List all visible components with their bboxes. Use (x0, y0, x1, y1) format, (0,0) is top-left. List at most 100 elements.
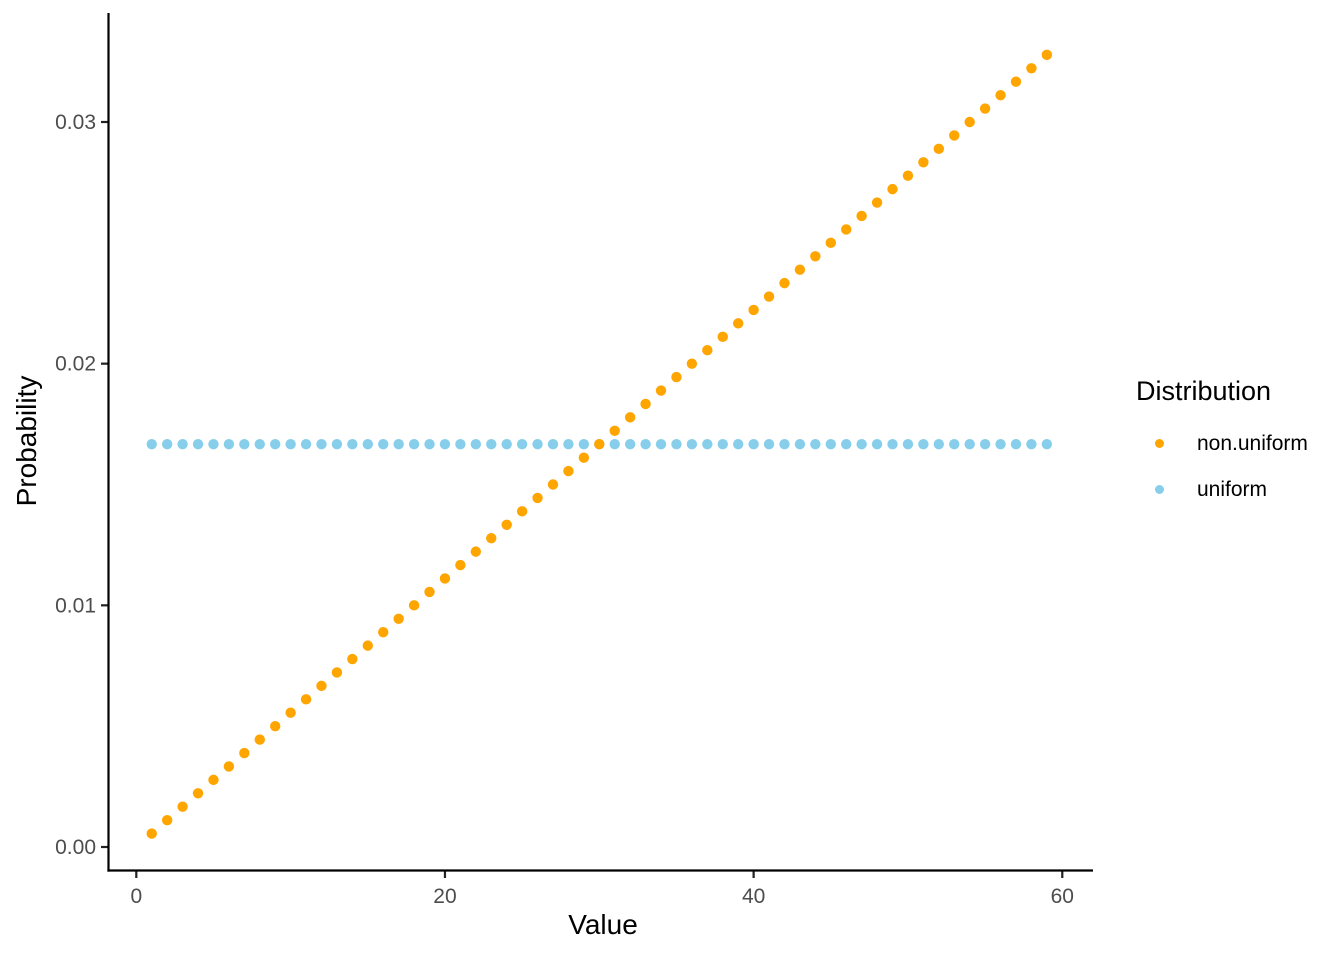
data-point (856, 210, 867, 222)
data-point (254, 734, 265, 745)
series-uniform (146, 439, 1053, 450)
data-point (347, 653, 358, 665)
data-point (918, 157, 929, 168)
data-point (146, 828, 157, 839)
data-point (810, 439, 821, 450)
data-point (995, 439, 1006, 450)
data-point (841, 224, 852, 235)
data-point (223, 761, 235, 772)
data-point (810, 251, 821, 262)
y-tick-label: 0.01 (55, 594, 96, 617)
data-point (239, 439, 250, 450)
data-point (316, 680, 327, 692)
data-point (501, 519, 512, 530)
data-point (671, 439, 682, 450)
data-point (702, 439, 713, 450)
data-point (347, 439, 358, 450)
data-point (902, 170, 914, 181)
legend-key-non-uniform (1145, 430, 1173, 458)
y-tick-label: 0.03 (55, 111, 96, 134)
data-point (686, 358, 698, 369)
legend-entry-non-uniform: non.uniform (1145, 429, 1308, 459)
data-point (933, 439, 945, 450)
data-point (748, 304, 759, 316)
data-point (1026, 439, 1037, 450)
data-point (439, 439, 451, 450)
data-point (177, 439, 188, 450)
data-point (640, 439, 651, 450)
data-point (655, 385, 667, 396)
data-point (331, 439, 343, 450)
legend-key-uniform (1145, 476, 1173, 504)
data-point (285, 707, 296, 718)
axis-lines (107, 13, 1093, 872)
data-point (470, 546, 482, 557)
data-point (532, 492, 543, 504)
x-tick-label: 40 (742, 885, 765, 908)
legend-label-uniform: uniform (1197, 477, 1268, 501)
axis-ticks: 0 20 40 60 0.00 0.01 0.02 0.03 (55, 111, 1074, 908)
data-point (208, 774, 219, 786)
data-point (146, 439, 157, 450)
data-point (300, 439, 312, 450)
data-point (223, 439, 235, 450)
data-point (979, 439, 991, 450)
data-point (732, 318, 744, 329)
legend-entry-uniform: uniform (1145, 475, 1308, 505)
data-point (516, 506, 528, 517)
data-point (331, 667, 343, 678)
data-point (779, 277, 790, 289)
data-point (177, 801, 188, 812)
data-point (300, 694, 312, 705)
data-point (624, 412, 636, 423)
data-point (393, 439, 404, 450)
y-tick-label: 0.02 (55, 353, 96, 376)
data-point (408, 439, 420, 450)
data-point (702, 345, 713, 356)
data-point (717, 331, 728, 343)
data-point (794, 439, 806, 450)
data-point (609, 425, 620, 437)
data-point (362, 640, 373, 651)
data-point (655, 439, 667, 450)
legend-title: Distribution (1136, 376, 1272, 406)
data-point (393, 613, 404, 624)
data-point (624, 439, 636, 450)
data-point (1041, 439, 1053, 450)
data-point (902, 439, 914, 450)
data-point (547, 439, 559, 450)
x-tick-label: 20 (433, 885, 456, 908)
data-point (1041, 49, 1053, 61)
data-point (470, 439, 482, 450)
legend: Distribution non.uniform uniform (1136, 376, 1308, 521)
data-point (825, 439, 836, 450)
data-point (424, 586, 435, 598)
data-point (455, 439, 466, 450)
data-point (794, 264, 806, 275)
data-point (995, 89, 1006, 101)
data-point (516, 439, 528, 450)
data-point (763, 291, 775, 302)
data-point (779, 439, 790, 450)
data-point (254, 439, 265, 450)
data-point (192, 439, 204, 450)
data-point (964, 116, 975, 128)
y-axis-title: Probability (11, 375, 42, 507)
data-point (269, 439, 281, 450)
data-point (316, 439, 327, 450)
data-point (609, 439, 620, 450)
data-point (362, 439, 373, 450)
data-point (871, 439, 883, 450)
data-point (825, 237, 836, 249)
data-point (640, 398, 651, 410)
data-point (856, 439, 867, 450)
data-point (378, 626, 389, 638)
data-point (424, 439, 435, 450)
data-point (269, 720, 281, 732)
legend-label-non-uniform: non.uniform (1197, 431, 1308, 455)
data-point (532, 439, 543, 450)
data-point (1026, 63, 1037, 74)
data-point (686, 439, 698, 450)
